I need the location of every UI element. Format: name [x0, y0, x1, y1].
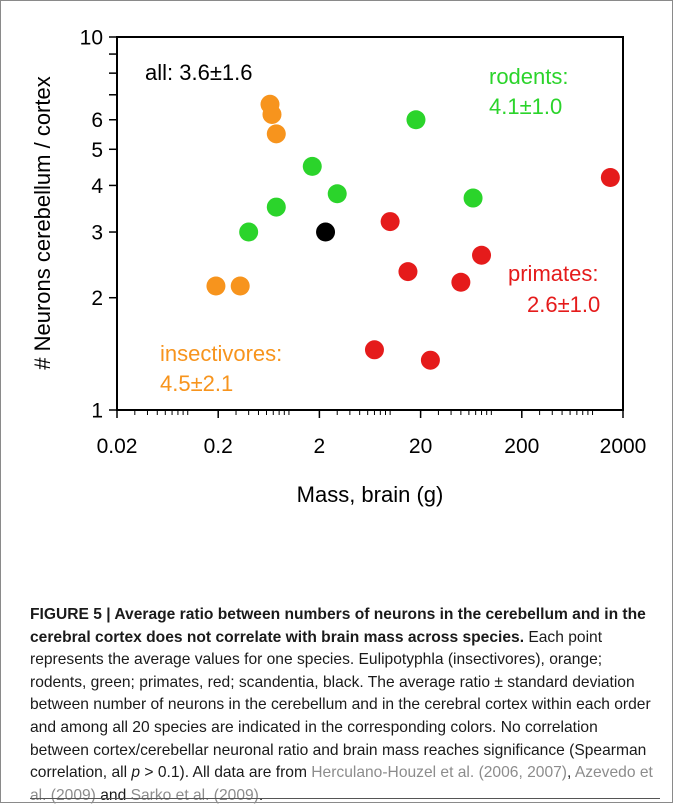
x-axis-label: Mass, brain (g) [297, 482, 444, 507]
caption-title: FIGURE 5 | Average ratio between numbers… [30, 606, 646, 646]
x-tick-label: 0.2 [204, 435, 233, 458]
data-point-primates [600, 168, 620, 188]
data-point-primates [472, 245, 492, 265]
annotation-primates-name: primates: [508, 261, 598, 286]
caption-end: . [258, 786, 264, 804]
data-point-rodents [406, 110, 426, 130]
x-tick-label: 0.02 [97, 435, 138, 458]
data-point-primates [398, 262, 418, 282]
data-point-insectivores [262, 104, 282, 124]
caption-sep-2: and [95, 786, 131, 804]
data-point-insectivores [266, 124, 286, 144]
annotation-primates-value: 2.6±1.0 [527, 292, 600, 317]
y-tick-label: 4 [91, 175, 103, 198]
y-axis-ticks: 1 2 3 4 5 6 10 [80, 27, 117, 423]
data-point-insectivores [230, 276, 250, 296]
y-tick-label: 5 [91, 139, 103, 162]
caption-p: p [131, 764, 141, 782]
data-point-scandentia [316, 222, 336, 242]
data-point-primates [380, 212, 400, 232]
annotation-insectivores-name: insectivores: [160, 341, 282, 366]
annotation-rodents-name: rodents: [489, 64, 569, 89]
bottom-rule [30, 798, 660, 799]
data-point-primates [364, 340, 384, 360]
y-tick-label: 2 [91, 287, 103, 310]
x-tick-label: 2000 [600, 435, 647, 458]
y-tick-label: 3 [91, 222, 103, 245]
x-tick-label: 200 [504, 435, 539, 458]
data-point-rodents [463, 188, 483, 208]
data-point-rodents [266, 197, 286, 217]
annotation-insectivores-value: 4.5±2.1 [160, 371, 233, 396]
figure-caption: FIGURE 5 | Average ratio between numbers… [30, 604, 660, 807]
data-points [206, 94, 620, 370]
data-point-rodents [239, 222, 259, 242]
data-point-primates [451, 272, 471, 292]
caption-ref-sarko[interactable]: Sarko et al. (2009) [130, 786, 259, 804]
caption-sep-1: , [567, 764, 575, 782]
y-tick-label: 6 [91, 109, 103, 132]
x-tick-label: 2 [314, 435, 326, 458]
data-point-insectivores [206, 276, 226, 296]
x-axis-ticks: 0.02 0.2 2 20 200 2000 [97, 410, 647, 458]
data-point-rodents [327, 184, 347, 204]
y-tick-label: 1 [91, 400, 103, 423]
caption-ref-azevedo[interactable]: Azevedo et al. (2009) [30, 764, 653, 804]
x-tick-label: 20 [409, 435, 432, 458]
y-axis-label: # Neurons cerebellum / cortex [30, 76, 55, 369]
caption-body-1: Each point represents the average values… [30, 628, 651, 782]
annotation-all: all: 3.6±1.6 [145, 60, 252, 85]
caption-body-2: > 0.1). All data are from [140, 764, 312, 782]
annotation-rodents-value: 4.1±1.0 [489, 94, 562, 119]
caption-ref-herculano[interactable]: Herculano-Houzel et al. (2006, 2007) [311, 764, 567, 782]
y-tick-label: 10 [80, 27, 103, 50]
plot-area [116, 36, 624, 411]
data-point-rodents [302, 156, 322, 176]
data-point-primates [420, 350, 440, 370]
